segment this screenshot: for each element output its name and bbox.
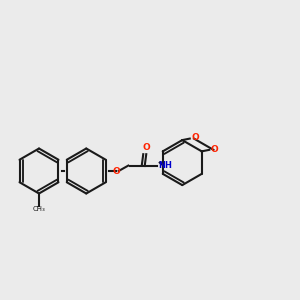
- Text: O: O: [191, 134, 199, 142]
- Text: O: O: [211, 145, 218, 154]
- Text: O: O: [142, 143, 150, 152]
- Text: NH: NH: [158, 160, 172, 169]
- Text: O: O: [112, 167, 120, 176]
- Text: CH₃: CH₃: [33, 206, 45, 212]
